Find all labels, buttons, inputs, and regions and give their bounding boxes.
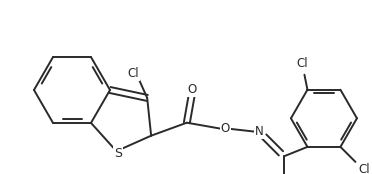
Text: Cl: Cl [296, 57, 308, 70]
Text: Cl: Cl [359, 163, 370, 174]
Text: O: O [187, 83, 196, 96]
Text: S: S [115, 147, 122, 160]
Text: N: N [255, 125, 264, 138]
Text: O: O [221, 122, 230, 135]
Text: Cl: Cl [127, 67, 139, 80]
